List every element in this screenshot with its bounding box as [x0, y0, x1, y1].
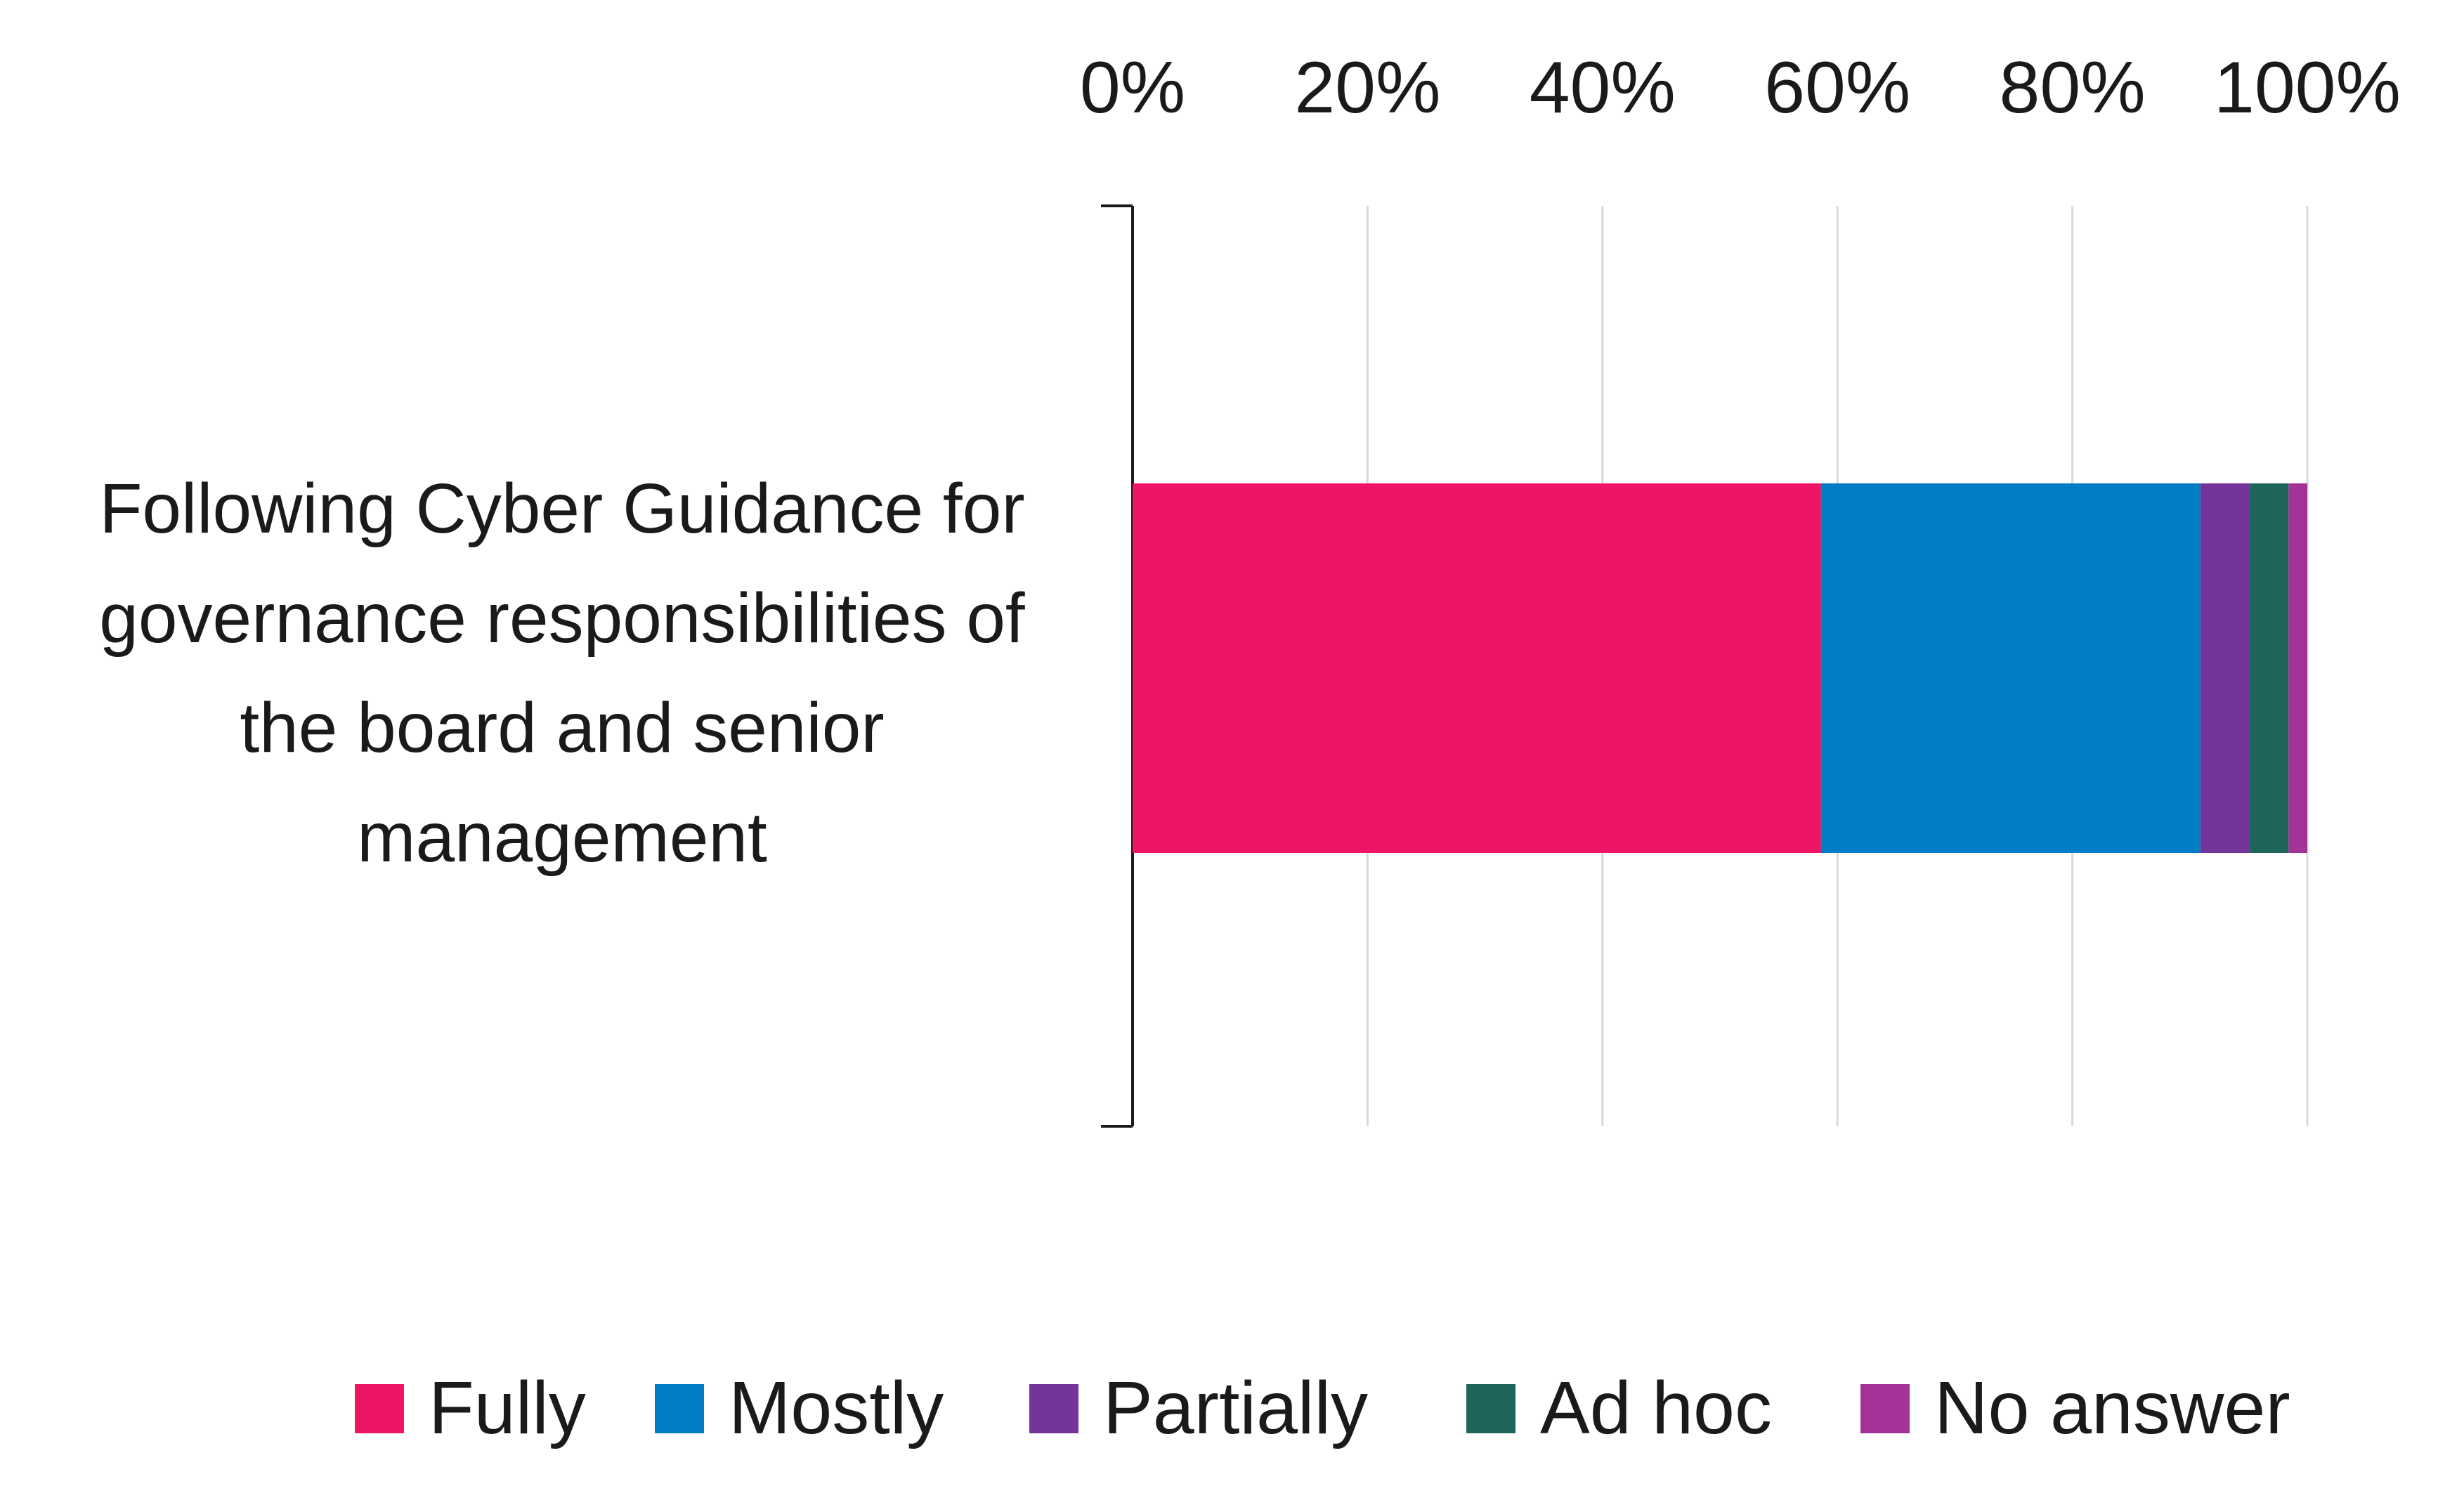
category-label-line: management [357, 798, 767, 877]
x-tick-label: 20% [1294, 47, 1440, 129]
legend-label: Ad hoc [1540, 1367, 1772, 1449]
y-axis [1101, 204, 1134, 1128]
category-label-line: Following Cyber Guidance for [99, 469, 1024, 548]
bar-segment-no-answer [2288, 483, 2307, 853]
x-axis: 0% 20% 40% 60% 80% 100% [1080, 47, 2401, 129]
bar-segment-ad-hoc [2250, 483, 2289, 853]
x-tick-label: 40% [1530, 47, 1676, 129]
x-tick-label: 60% [1764, 47, 1910, 129]
category-label: Following Cyber Guidance for governance r… [99, 469, 1025, 877]
category-label-line: the board and senior [240, 689, 884, 767]
legend-label: Partially [1103, 1367, 1368, 1449]
x-tick-label: 100% [2214, 47, 2401, 129]
legend-swatch [1466, 1384, 1515, 1433]
legend: Fully Mostly Partially Ad hoc No answer [355, 1367, 2290, 1449]
bar-segments [1133, 483, 2307, 853]
legend-swatch [1029, 1384, 1078, 1433]
category-label-line: governance responsibilities of [99, 579, 1025, 658]
bar-segment-fully [1133, 483, 1821, 853]
legend-swatch [655, 1384, 704, 1433]
legend-swatch [1860, 1384, 1910, 1433]
x-tick-label: 80% [2000, 47, 2146, 129]
legend-label: Fully [429, 1367, 586, 1449]
legend-label: No answer [1934, 1367, 2290, 1449]
x-tick-label: 0% [1080, 47, 1185, 129]
bar-segment-partially [2200, 483, 2250, 853]
legend-swatch [355, 1384, 404, 1433]
bar-segment-mostly [1820, 483, 2201, 853]
legend-label: Mostly [729, 1367, 944, 1449]
